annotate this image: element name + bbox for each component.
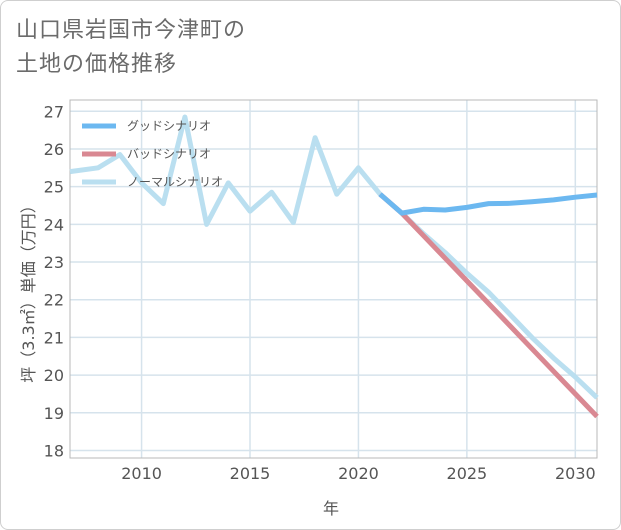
series-line-1 — [378, 192, 599, 419]
x-tick-label: 2025 — [447, 464, 488, 483]
series-line-0 — [378, 192, 598, 216]
series-layer — [69, 114, 599, 419]
y-axis-title: 坪（3.3㎡）単価（万円） — [19, 197, 38, 382]
x-tick-label: 2015 — [230, 464, 271, 483]
tick-labels: 2010 2015 2020 2025 2030 18 19 20 21 22 23 24 25 26 27 — [44, 102, 596, 483]
y-tick-label: 19 — [44, 404, 64, 423]
x-tick-label: 2020 — [338, 464, 379, 483]
y-tick-label: 25 — [44, 178, 64, 197]
series-line-2 — [69, 114, 599, 400]
title-line-1: 山口県岩国市今津町の — [16, 18, 247, 43]
title-line-2: 土地の価格推移 — [16, 52, 178, 77]
y-tick-label: 27 — [44, 102, 64, 121]
x-tick-label: 2030 — [555, 464, 596, 483]
x-axis-title: 年 — [323, 499, 339, 518]
chart-title: 山口県岩国市今津町の 土地の価格推移 — [16, 14, 246, 82]
legend-label-2: ノーマルシナリオ — [127, 175, 223, 189]
legend-label-0: グッドシナリオ — [127, 119, 211, 133]
x-tick-label: 2010 — [121, 464, 162, 483]
plot-area — [69, 99, 598, 459]
y-tick-label: 22 — [44, 291, 64, 310]
y-tick-label: 21 — [44, 328, 64, 347]
legend-label-1: バッドシナリオ — [127, 147, 211, 161]
y-tick-label: 18 — [44, 441, 64, 460]
y-tick-label: 26 — [44, 140, 64, 159]
y-tick-label: 24 — [44, 215, 64, 234]
y-tick-label: 20 — [44, 366, 64, 385]
y-tick-label: 23 — [44, 253, 64, 272]
